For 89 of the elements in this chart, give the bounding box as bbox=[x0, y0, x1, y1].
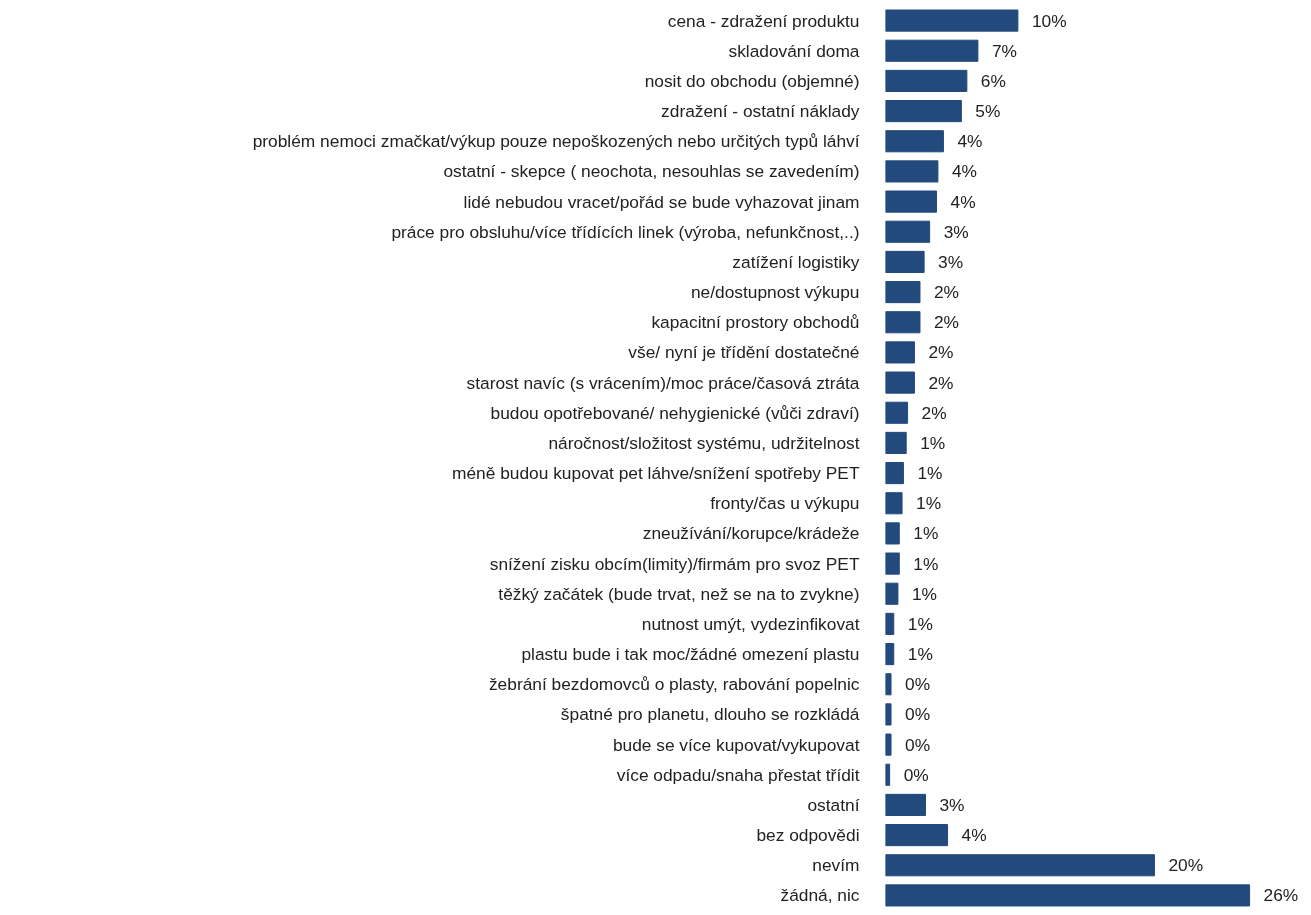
data-label: 7% bbox=[991, 40, 1017, 61]
y-tick-label: plastu bude i tak moc/žádné omezení plastu bbox=[521, 644, 860, 665]
y-tick-label: lidé nebudou vracet/pořád se bude vyhazovat jinam bbox=[463, 191, 860, 212]
data-label: 20% bbox=[1168, 855, 1204, 876]
y-tick-label: snížení zisku obcím(limity)/firmám pro svoz PET bbox=[489, 553, 860, 574]
data-label: 1% bbox=[916, 493, 942, 514]
bar bbox=[885, 673, 892, 696]
y-tick-label: náročnost/složitost systému, udržitelnost bbox=[548, 432, 860, 453]
bar bbox=[885, 824, 949, 847]
bar bbox=[885, 220, 931, 243]
bar bbox=[885, 190, 938, 213]
bar bbox=[885, 39, 979, 62]
bar bbox=[885, 492, 903, 515]
data-label: 4% bbox=[951, 161, 977, 182]
bar bbox=[885, 9, 1019, 32]
data-label: 0% bbox=[905, 734, 931, 755]
bar bbox=[885, 341, 915, 364]
bar bbox=[885, 401, 909, 424]
y-tick-label: vše/ nyní je třídění dostatečné bbox=[628, 342, 860, 363]
y-tick-label: těžký začátek (bude trvat, než se na to zvykne) bbox=[498, 583, 860, 604]
y-tick-label: méně budou kupovat pet láhve/snížení spotřeby PET bbox=[452, 463, 860, 484]
data-label: 4% bbox=[950, 191, 976, 212]
data-label: 10% bbox=[1031, 10, 1067, 31]
data-label: 2% bbox=[928, 372, 954, 393]
y-tick-label: nevím bbox=[812, 855, 860, 876]
bar bbox=[885, 884, 1251, 907]
y-tick-label: fronty/čas u výkupu bbox=[710, 493, 860, 514]
bar bbox=[885, 69, 968, 92]
bar bbox=[885, 552, 900, 575]
y-tick-label: špatné pro planetu, dlouho se rozkládá bbox=[560, 704, 860, 725]
data-label: 0% bbox=[905, 704, 931, 725]
bar bbox=[885, 582, 899, 605]
bar bbox=[885, 250, 925, 273]
bar bbox=[885, 311, 921, 334]
y-tick-label: nosit do obchodu (objemné) bbox=[644, 70, 860, 91]
y-tick-label: kapacitní prostory obchodů bbox=[651, 312, 860, 333]
data-label: 5% bbox=[975, 101, 1001, 122]
data-label: 1% bbox=[913, 523, 939, 544]
data-label: 3% bbox=[938, 251, 964, 272]
y-tick-label: ostatní bbox=[807, 794, 860, 815]
bar bbox=[885, 431, 907, 454]
bar bbox=[885, 130, 944, 153]
bar bbox=[885, 281, 921, 304]
data-label: 2% bbox=[921, 402, 947, 423]
y-tick-label: ne/dostupnost výkupu bbox=[690, 282, 860, 303]
y-tick-label: skladování doma bbox=[728, 40, 860, 61]
data-label: 3% bbox=[943, 221, 969, 242]
data-label: 2% bbox=[933, 312, 960, 333]
y-tick-label: ostatní - skepce ( neochota, nesouhlas se zavedením) bbox=[443, 161, 860, 182]
y-tick-label: problém nemoci zmačkat/výkup pouze nepoškozených nebo určitých typů láhví bbox=[252, 131, 860, 152]
data-label: 0% bbox=[903, 764, 929, 785]
data-label: 4% bbox=[957, 131, 983, 152]
bar bbox=[885, 462, 904, 485]
bar bbox=[885, 733, 892, 756]
data-label: 2% bbox=[928, 342, 954, 363]
bar bbox=[885, 854, 1155, 877]
y-tick-label: cena - zdražení produktu bbox=[667, 10, 860, 31]
y-tick-label: zneužívání/korupce/krádeže bbox=[642, 523, 860, 544]
y-tick-label: nutnost umýt, vydezinfikovat bbox=[641, 613, 860, 634]
bar bbox=[885, 522, 900, 545]
data-label: 1% bbox=[911, 583, 937, 604]
data-label: 26% bbox=[1263, 885, 1299, 906]
data-label: 1% bbox=[907, 644, 933, 665]
y-tick-label: zdražení - ostatní náklady bbox=[661, 101, 860, 122]
y-tick-label: bude se více kupovat/vykupovat bbox=[612, 734, 860, 755]
data-label: 6% bbox=[980, 70, 1006, 91]
y-tick-label: budou opotřebované/ nehygienické (vůči zdraví) bbox=[490, 402, 860, 423]
data-label: 1% bbox=[920, 432, 946, 453]
bar bbox=[885, 703, 892, 726]
y-tick-label: žebrání bezdomovců o plasty, rabování popelnic bbox=[488, 674, 860, 695]
bar bbox=[885, 160, 939, 183]
bar bbox=[885, 612, 895, 635]
y-tick-label: starost navíc (s vrácením)/moc práce/časová ztráta bbox=[466, 372, 860, 393]
y-tick-label: žádná, nic bbox=[780, 885, 860, 906]
data-label: 3% bbox=[939, 794, 965, 815]
data-label: 2% bbox=[933, 282, 960, 303]
y-tick-label: zatížení logistiky bbox=[732, 251, 860, 272]
data-label: 1% bbox=[913, 553, 939, 574]
y-tick-label: práce pro obsluhu/více třídících linek (výroba, nefunkčnost,..) bbox=[391, 221, 860, 242]
bar bbox=[885, 100, 962, 123]
bar bbox=[885, 643, 895, 666]
bar bbox=[885, 371, 915, 394]
data-label: 1% bbox=[907, 613, 933, 634]
data-label: 4% bbox=[961, 825, 987, 846]
data-label: 1% bbox=[917, 463, 943, 484]
y-tick-label: více odpadu/snaha přestat třídit bbox=[616, 764, 860, 785]
y-tick-label: bez odpovědi bbox=[756, 825, 860, 846]
data-label: 0% bbox=[905, 674, 931, 695]
bar bbox=[885, 793, 926, 816]
